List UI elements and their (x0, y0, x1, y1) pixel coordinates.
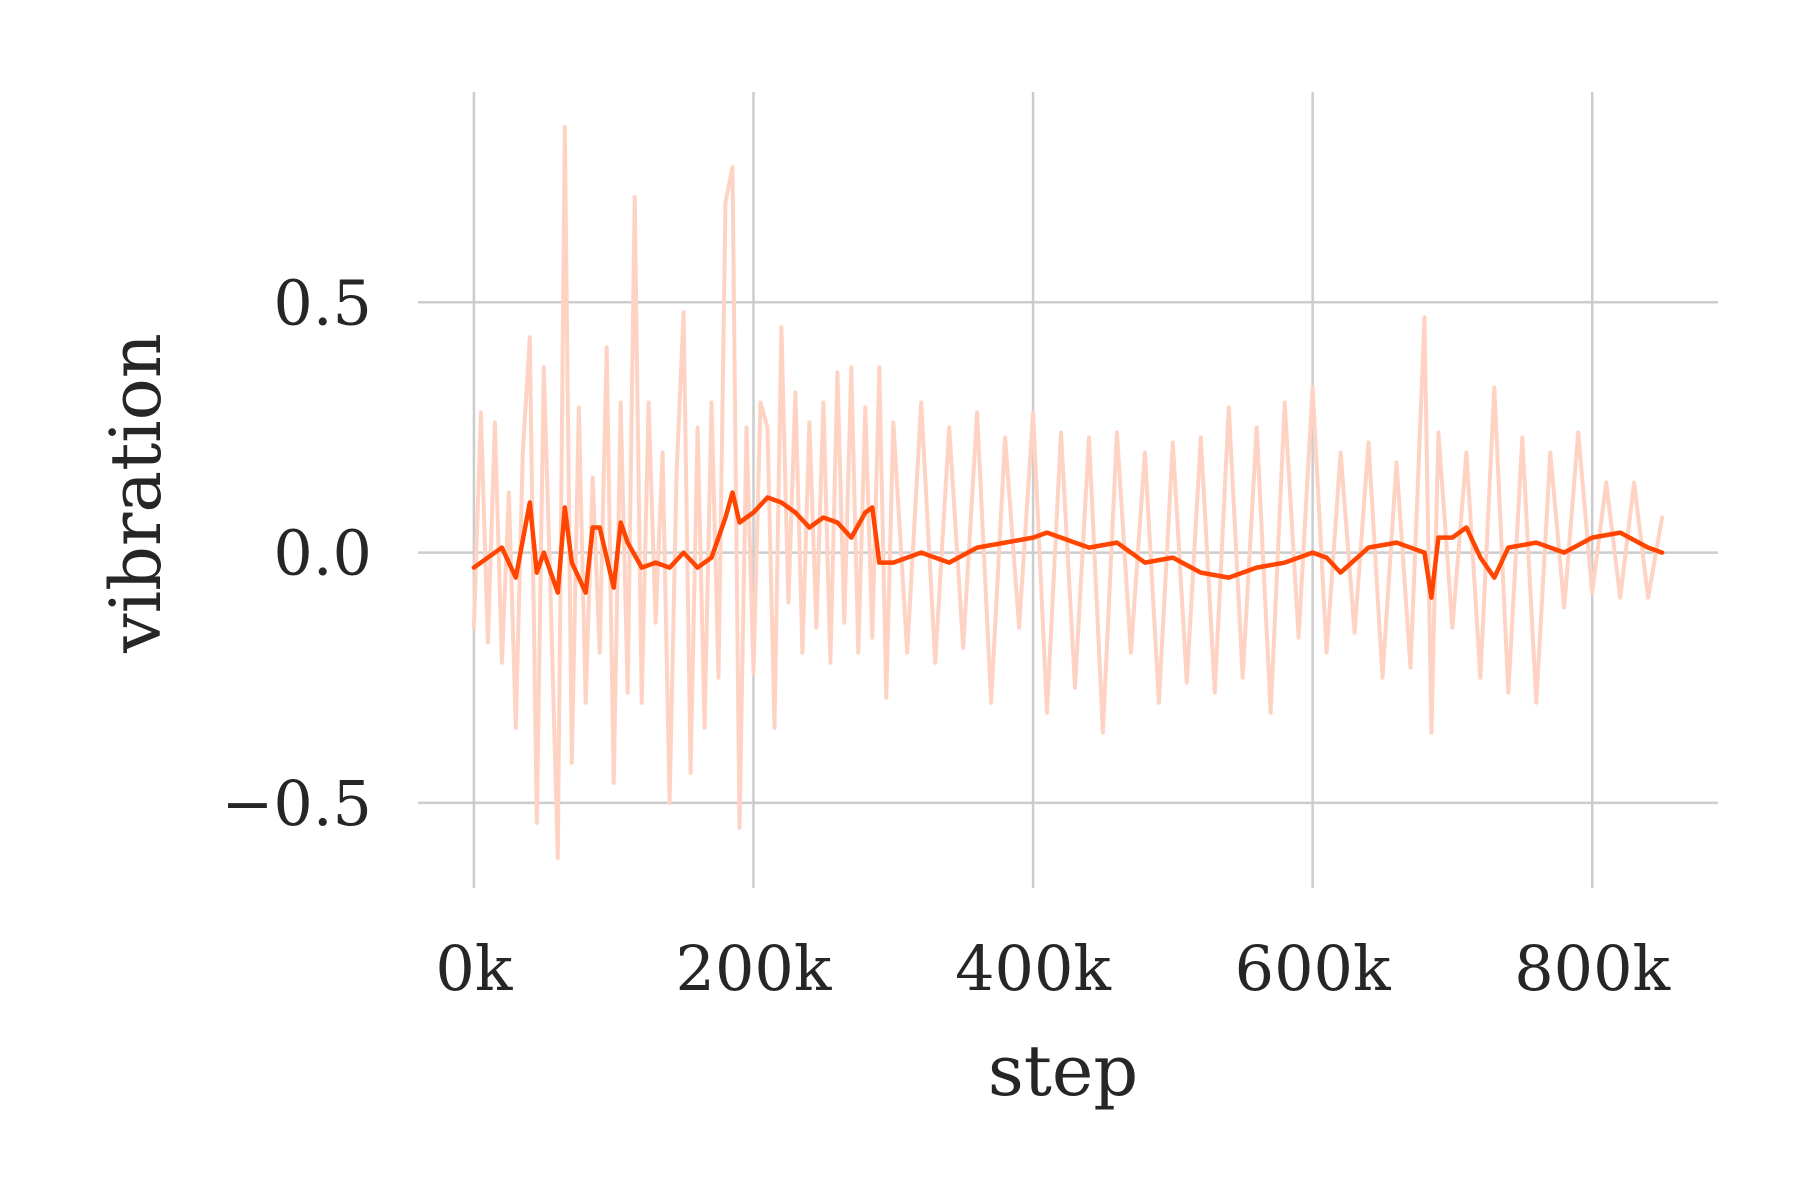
x-tick-label: 400k (955, 932, 1111, 1005)
series-group (471, 125, 1665, 860)
x-tick-label: 600k (1235, 932, 1391, 1005)
smoothed-series-line (471, 490, 1665, 600)
x-tick-label: 200k (676, 932, 832, 1005)
y-tick-label: −0.5 (221, 767, 372, 840)
x-tick-label: 800k (1514, 932, 1670, 1005)
raw-series-line (471, 125, 1665, 860)
y-axis-title: vibration (95, 333, 177, 654)
y-tick-label: 0.5 (273, 266, 372, 339)
tick-labels: 0k 200k 400k 600k 800k 0.5 0.0 −0.5 (221, 266, 1670, 1005)
y-tick-label: 0.0 (273, 517, 372, 590)
x-tick-label: 0k (435, 932, 512, 1005)
x-axis-title: step (988, 1030, 1138, 1112)
